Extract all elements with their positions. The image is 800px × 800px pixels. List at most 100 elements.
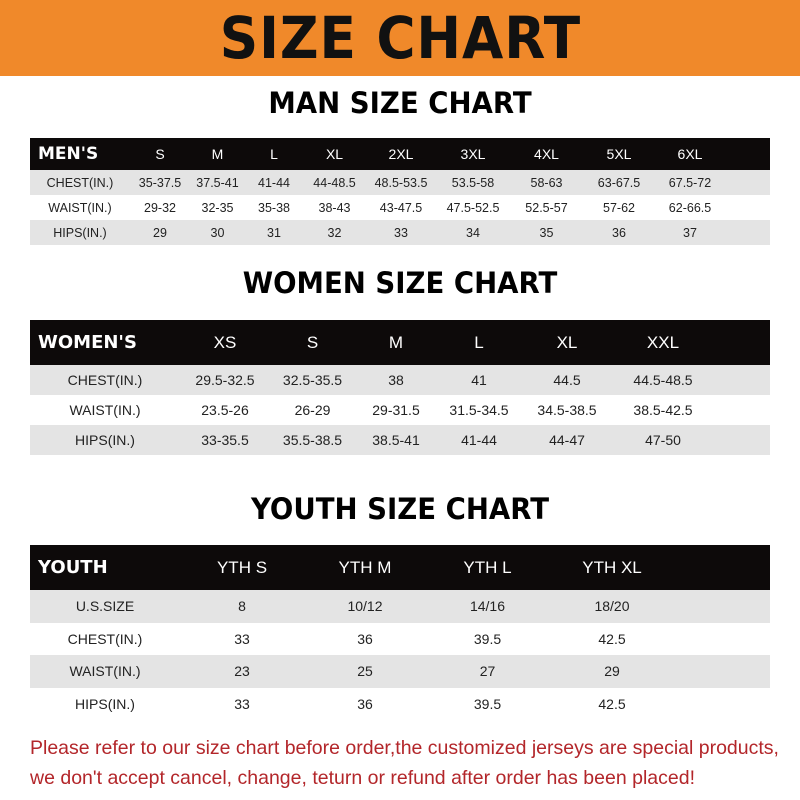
size-column-header: YTH L [426, 545, 549, 590]
measurement-value: 41 [437, 365, 521, 395]
size-column-header: 5XL [583, 138, 655, 170]
table-row: U.S.SIZE 8 10/12 14/16 18/20 [30, 590, 770, 623]
measurement-value: 32-35 [201, 200, 234, 215]
measurement-value: 42.5 [598, 695, 626, 712]
women-size-table: WOMEN'S XS S M L XL XXL CHEST(IN.) 29.5-32.5 32.5… [30, 320, 770, 455]
measurement-value: 33-35.5 [180, 425, 270, 455]
measurement-value: 8 [180, 590, 304, 623]
measurement-value: 26-29 [294, 402, 331, 418]
table-row: CHEST(IN.) 33 36 39.5 42.5 [30, 623, 770, 656]
size-column-header: S [130, 138, 190, 170]
measurement-value: 25 [304, 655, 426, 688]
size-column-header: 6XL [655, 138, 725, 170]
measurement-value: 10/12 [304, 590, 426, 623]
row-filler [725, 195, 770, 220]
size-column-header: XL [521, 320, 613, 365]
measurement-value: 62-66.5 [668, 200, 712, 215]
measurement-value: 38 [355, 365, 437, 395]
row-filler [713, 425, 770, 455]
measurement-value: 29 [130, 220, 190, 245]
measurement-value: 53.5-58 [436, 170, 510, 195]
men-size-table: MEN'S S M L XL 2XL 3XL 4XL 5XL 6XL CHEST(IN.) 35-37… [30, 138, 770, 245]
measurement-value: 58-63 [510, 170, 583, 195]
measurement-value: 44.5-48.5 [613, 365, 713, 395]
size-column-header: YTH M [304, 545, 426, 590]
measurement-value: 41-44 [245, 170, 303, 195]
measurement-value: 30 [190, 220, 245, 245]
header-filler [713, 320, 770, 365]
measurement-label: WAIST(IN.) [30, 655, 180, 688]
measurement-value: 34 [436, 220, 510, 245]
measurement-value: 31.5-34.5 [449, 402, 509, 418]
row-filler [675, 590, 770, 623]
measurement-value: 27 [426, 655, 549, 688]
notice-line-2: we don't accept cancel, change, teturn o… [30, 767, 695, 789]
measurement-value: 38.5-41 [355, 425, 437, 455]
measurement-value: 67.5-72 [655, 170, 725, 195]
size-column-header: YTH S [180, 545, 304, 590]
row-filler [713, 395, 770, 425]
measurement-value: 35-37.5 [130, 170, 190, 195]
measurement-value: 57-62 [603, 200, 635, 215]
title-banner: SIZE CHART [0, 0, 800, 76]
measurement-value: 36 [583, 220, 655, 245]
size-column-header: L [245, 138, 303, 170]
row-filler [725, 170, 770, 195]
measurement-value: 29.5-32.5 [180, 365, 270, 395]
notice-line-1: Please refer to our size chart before or… [30, 737, 779, 759]
table-category-header: WOMEN'S [30, 320, 180, 365]
size-column-header: XXL [613, 320, 713, 365]
size-column-header: S [270, 320, 355, 365]
measurement-value: 29-32 [144, 200, 176, 215]
table-category-header: MEN'S [30, 138, 130, 170]
table-row: WAIST(IN.) 23 25 27 29 [30, 655, 770, 688]
measurement-label: WAIST(IN.) [48, 200, 112, 215]
size-column-header: YTH XL [549, 545, 675, 590]
measurement-value: 43-47.5 [379, 200, 423, 215]
measurement-value: 44-47 [521, 425, 613, 455]
header-filler [675, 545, 770, 590]
row-filler [713, 365, 770, 395]
youth-size-table: YOUTH YTH S YTH M YTH L YTH XL U.S.SIZE 8 10/12… [30, 545, 770, 720]
measurement-value: 37.5-41 [190, 170, 245, 195]
measurement-label: WAIST(IN.) [69, 402, 141, 418]
measurement-value: 29-31.5 [372, 402, 420, 418]
order-notice: Please refer to our size chart before or… [30, 733, 790, 793]
measurement-value: 23.5-26 [201, 402, 249, 418]
table-header-row: WOMEN'S XS S M L XL XXL [30, 320, 770, 365]
table-row: HIPS(IN.) 33 36 39.5 42.5 [30, 688, 770, 721]
measurement-value: 63-67.5 [583, 170, 655, 195]
measurement-value: 39.5 [473, 630, 502, 647]
measurement-value: 44.5 [521, 365, 613, 395]
table-row: HIPS(IN.) 33-35.5 35.5-38.5 38.5-41 41-44 44-… [30, 425, 770, 455]
measurement-label: HIPS(IN.) [75, 695, 135, 712]
measurement-value: 34.5-38.5 [537, 402, 597, 418]
size-column-header: 4XL [510, 138, 583, 170]
measurement-label: HIPS(IN.) [30, 220, 130, 245]
measurement-value: 31 [245, 220, 303, 245]
size-column-header: 3XL [436, 138, 510, 170]
measurement-value: 39.5 [473, 695, 502, 712]
measurement-value: 38-43 [318, 200, 351, 215]
table-row: CHEST(IN.) 29.5-32.5 32.5-35.5 38 41 44.5 44.5… [30, 365, 770, 395]
header-filler [725, 138, 770, 170]
table-row: WAIST(IN.) 29-32 32-35 35-38 38-43 43-47.5 47.… [30, 195, 770, 220]
measurement-value: 35 [510, 220, 583, 245]
measurement-value: 48.5-53.5 [366, 170, 436, 195]
measurement-value: 35-38 [258, 200, 290, 215]
measurement-label: HIPS(IN.) [30, 425, 180, 455]
measurement-value: 23 [180, 655, 304, 688]
measurement-value: 44-48.5 [303, 170, 366, 195]
measurement-value: 32.5-35.5 [270, 365, 355, 395]
size-column-header: XS [180, 320, 270, 365]
measurement-value: 33 [366, 220, 436, 245]
measurement-value: 33 [234, 630, 250, 647]
measurement-value: 32 [303, 220, 366, 245]
measurement-label: CHEST(IN.) [30, 365, 180, 395]
table-header-row: MEN'S S M L XL 2XL 3XL 4XL 5XL 6XL [30, 138, 770, 170]
size-column-header: 2XL [366, 138, 436, 170]
size-column-header: XL [303, 138, 366, 170]
size-column-header: M [355, 320, 437, 365]
row-filler [675, 623, 770, 656]
size-column-header: L [437, 320, 521, 365]
